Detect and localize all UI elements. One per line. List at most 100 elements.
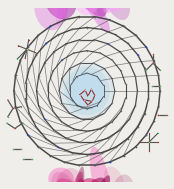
Point	[120, 110, 122, 113]
Point	[13, 90, 15, 93]
Point	[20, 105, 23, 108]
Point	[119, 50, 121, 53]
Point	[93, 141, 96, 144]
Point	[26, 48, 28, 51]
Point	[79, 61, 82, 64]
Point	[124, 82, 127, 85]
Point	[136, 53, 139, 57]
Point	[157, 114, 160, 117]
Point	[90, 88, 93, 91]
Point	[111, 77, 113, 80]
Point	[102, 84, 105, 87]
Point	[99, 127, 102, 130]
Ellipse shape	[45, 182, 69, 189]
Point	[145, 69, 148, 72]
Point	[124, 97, 127, 100]
Point	[28, 67, 31, 70]
Point	[138, 141, 141, 144]
Ellipse shape	[57, 178, 79, 189]
Point	[159, 84, 161, 87]
Point	[53, 129, 55, 132]
Ellipse shape	[103, 0, 133, 13]
Ellipse shape	[102, 0, 130, 4]
Point	[19, 59, 22, 62]
Point	[106, 42, 109, 45]
Ellipse shape	[53, 0, 78, 11]
Ellipse shape	[70, 72, 104, 110]
Point	[49, 154, 52, 157]
Point	[35, 125, 38, 129]
Point	[147, 82, 150, 85]
Point	[30, 157, 33, 160]
Point	[34, 51, 37, 54]
Point	[12, 148, 14, 151]
Ellipse shape	[109, 174, 135, 189]
Point	[152, 53, 155, 56]
Point	[45, 137, 48, 140]
Ellipse shape	[72, 0, 104, 15]
Point	[69, 95, 72, 98]
Ellipse shape	[56, 188, 80, 189]
Point	[156, 132, 159, 135]
Point	[114, 33, 117, 36]
Ellipse shape	[75, 0, 110, 33]
Point	[82, 98, 85, 101]
Point	[134, 75, 137, 78]
Ellipse shape	[74, 183, 107, 189]
Point	[6, 98, 9, 101]
Point	[102, 95, 105, 98]
Point	[72, 127, 75, 130]
Point	[78, 38, 81, 41]
Ellipse shape	[85, 0, 111, 1]
Point	[13, 127, 16, 130]
Point	[52, 69, 54, 72]
Point	[86, 103, 89, 106]
Point	[37, 104, 40, 107]
Point	[60, 120, 63, 123]
Ellipse shape	[59, 0, 106, 17]
Point	[111, 102, 113, 105]
Ellipse shape	[34, 0, 68, 30]
Point	[16, 57, 19, 60]
Point	[108, 161, 111, 164]
Point	[65, 42, 68, 45]
Point	[93, 94, 96, 97]
Ellipse shape	[99, 0, 133, 8]
Point	[57, 146, 60, 149]
Point	[159, 69, 161, 72]
Point	[72, 52, 75, 55]
Ellipse shape	[44, 0, 67, 18]
Point	[27, 38, 30, 41]
Point	[45, 42, 48, 45]
Point	[65, 137, 68, 140]
Point	[68, 67, 71, 70]
Point	[145, 133, 148, 136]
Point	[6, 122, 8, 125]
Point	[78, 164, 81, 167]
Ellipse shape	[64, 67, 110, 115]
Point	[122, 154, 125, 157]
Point	[92, 61, 95, 64]
Point	[157, 74, 160, 77]
Point	[86, 107, 88, 110]
Ellipse shape	[72, 178, 86, 189]
Ellipse shape	[44, 0, 77, 19]
Ellipse shape	[51, 180, 77, 189]
Point	[68, 112, 71, 115]
Point	[24, 82, 27, 85]
Point	[61, 77, 63, 80]
Point	[86, 153, 88, 156]
Ellipse shape	[59, 61, 115, 121]
Point	[122, 25, 125, 28]
Point	[22, 157, 25, 160]
Point	[150, 84, 153, 87]
Ellipse shape	[85, 178, 106, 189]
Point	[134, 104, 137, 107]
Ellipse shape	[104, 185, 129, 189]
Point	[135, 145, 137, 148]
Point	[26, 133, 29, 136]
Point	[43, 61, 46, 64]
Point	[120, 69, 122, 72]
Point	[24, 97, 27, 100]
Point	[78, 141, 81, 144]
